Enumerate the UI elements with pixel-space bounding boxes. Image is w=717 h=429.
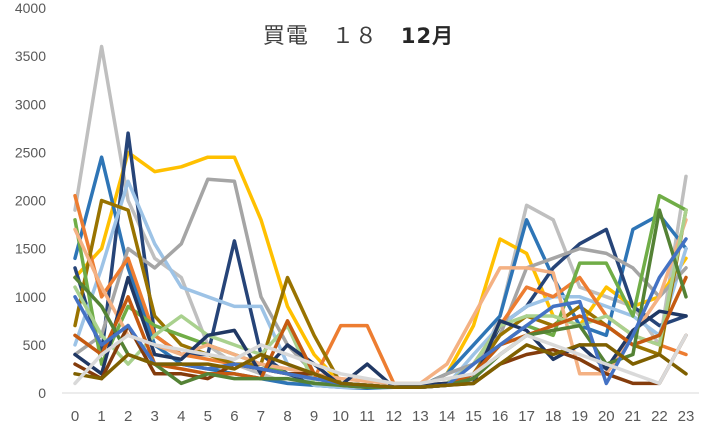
x-tick-label: 8 [283, 408, 291, 425]
x-tick-label: 12 [385, 408, 402, 425]
chart-title-month: 12月 [400, 24, 455, 48]
x-tick-label: 11 [359, 408, 375, 425]
x-tick-label: 10 [332, 408, 349, 425]
x-tick-label: 7 [257, 408, 265, 425]
x-tick-label: 3 [151, 408, 159, 425]
x-tick-label: 15 [465, 408, 482, 425]
y-tick-label: 4000 [15, 0, 46, 16]
x-axis-ticks: 0 1 2 3 4 5 6 7 8 9 10 11 12 13 14 15 16 17 18 19 20 21 22 23 [71, 408, 695, 425]
x-tick-label: 0 [71, 408, 79, 425]
series-line-1 [73, 44, 688, 389]
x-tick-label: 18 [545, 408, 562, 425]
x-tick-label: 20 [598, 408, 615, 425]
chart-title-main: 買電 １８ [262, 24, 401, 49]
x-tick-label: 9 [310, 408, 318, 425]
y-tick-label: 1000 [15, 289, 46, 305]
series-line-17 [73, 343, 688, 389]
series-group [73, 44, 688, 390]
x-tick-label: 1 [97, 408, 105, 425]
y-tick-label: 3500 [15, 48, 46, 64]
x-tick-label: 2 [124, 408, 132, 425]
x-tick-label: 4 [177, 408, 185, 425]
chart-title: 買電 １８ 12月 [0, 18, 717, 50]
y-tick-label: 2000 [15, 193, 46, 209]
y-tick-label: 0 [38, 385, 46, 401]
x-tick-label: 22 [651, 408, 668, 425]
y-tick-label: 2500 [15, 144, 46, 160]
x-tick-label: 6 [230, 408, 238, 425]
y-tick-label: 500 [23, 337, 47, 353]
y-tick-label: 1500 [15, 241, 46, 257]
x-tick-label: 19 [571, 408, 588, 425]
x-tick-label: 14 [439, 408, 456, 425]
x-tick-label: 17 [518, 408, 535, 425]
y-axis-ticks: 0 500 1000 1500 2000 2500 3000 3500 4000 [15, 0, 46, 401]
x-tick-label: 13 [412, 408, 429, 425]
x-tick-label: 5 [204, 408, 212, 425]
x-tick-label: 21 [625, 408, 642, 425]
x-tick-label: 23 [678, 408, 695, 425]
x-tick-label: 16 [492, 408, 509, 425]
series-line-12 [73, 275, 688, 389]
y-tick-label: 3000 [15, 96, 46, 112]
series-line-18 [73, 333, 688, 386]
